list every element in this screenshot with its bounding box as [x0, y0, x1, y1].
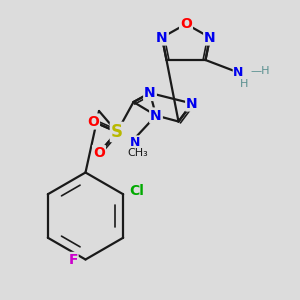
Text: F: F	[68, 253, 78, 266]
Text: S: S	[111, 123, 123, 141]
Text: Cl: Cl	[129, 184, 144, 198]
Text: N: N	[150, 109, 162, 122]
Text: O: O	[87, 115, 99, 128]
Text: N: N	[156, 31, 168, 44]
Text: N: N	[144, 86, 156, 100]
Text: H: H	[240, 79, 249, 89]
Text: O: O	[93, 146, 105, 160]
Text: N: N	[130, 136, 140, 149]
Text: O: O	[180, 17, 192, 31]
Text: N: N	[204, 31, 216, 44]
Text: N: N	[186, 97, 198, 110]
Text: —H: —H	[250, 65, 270, 76]
Text: CH₃: CH₃	[128, 148, 148, 158]
Text: N: N	[233, 65, 244, 79]
